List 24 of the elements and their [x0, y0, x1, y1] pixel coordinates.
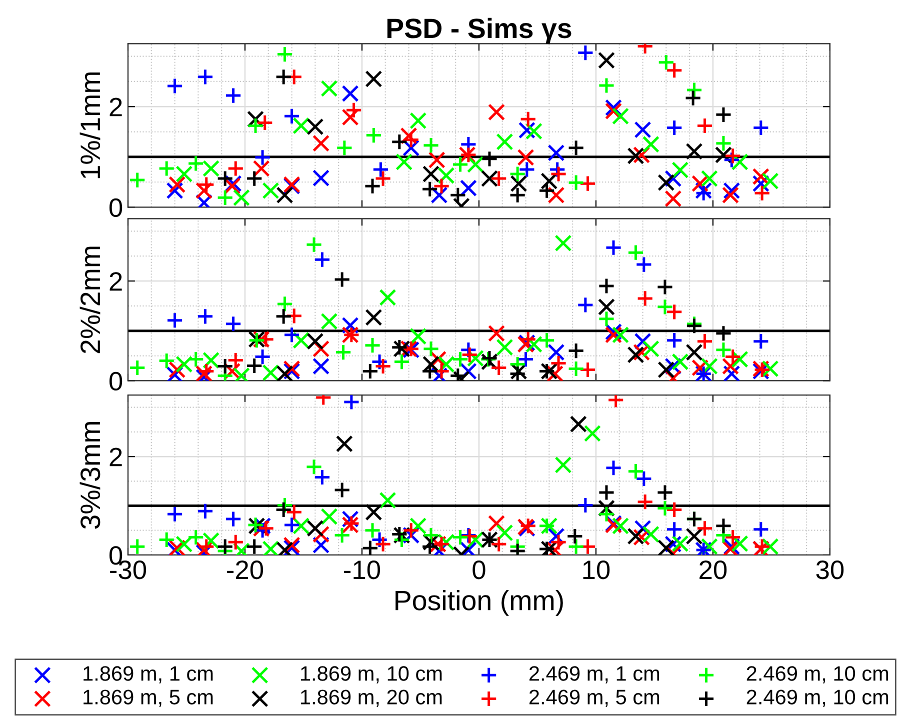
- x-tick-label: 10: [583, 560, 610, 580]
- y-tick-label: 2: [110, 272, 122, 291]
- x-tick-label: 30: [816, 560, 844, 580]
- x-tick-label: -10: [344, 560, 380, 580]
- y-tick-label: 0: [109, 372, 122, 391]
- y-tick-label: 2: [110, 448, 122, 466]
- legend-label: 2.469 m, 1 cm: [529, 666, 660, 684]
- legend-label: 2.469 m, 10 cm: [746, 690, 888, 707]
- legend-label: 1.869 m, 5 cm: [84, 690, 213, 707]
- legend-label: 2.469 m, 5 cm: [529, 690, 660, 707]
- y-axis-title: 1%/1mm: [80, 72, 100, 178]
- x-tick-label: -20: [227, 560, 264, 580]
- y-axis-title: 3%/3mm: [80, 422, 100, 529]
- legend-label: 1.869 m, 10 cm: [301, 666, 442, 684]
- legend-label: 1.869 m, 1 cm: [84, 666, 213, 684]
- legend-label: 1.869 m, 20 cm: [301, 690, 442, 707]
- y-axis-title: 2%/2mm: [80, 246, 100, 354]
- x-axis-title: Position (mm): [396, 590, 563, 616]
- x-tick-label: 20: [700, 560, 727, 580]
- legend-label: 2.469 m, 10 cm: [746, 666, 888, 684]
- y-tick-label: 2: [110, 98, 122, 116]
- x-tick-label: 0: [472, 560, 486, 580]
- chart-title: PSD - Sims γs: [387, 18, 572, 44]
- y-tick-label: 0: [109, 198, 122, 218]
